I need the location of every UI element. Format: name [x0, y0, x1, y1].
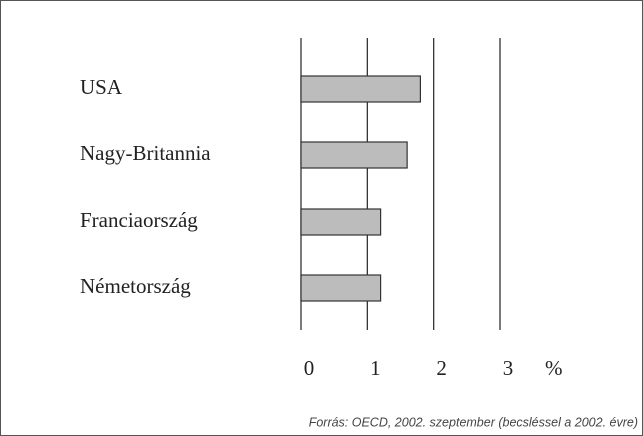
category-label: Németország — [80, 274, 191, 298]
x-tick-label: 3 — [503, 356, 514, 380]
bar — [300, 75, 422, 103]
category-label: Franciaország — [80, 208, 198, 232]
bar — [300, 274, 382, 302]
bar — [300, 208, 382, 236]
source-note: Forrás: OECD, 2002. szeptember (becsléss… — [309, 415, 638, 429]
x-tick-label: 1 — [370, 356, 381, 380]
x-axis-label: % — [545, 356, 563, 380]
x-tick-label: 0 — [304, 356, 315, 380]
bar — [300, 141, 408, 169]
x-tick-label: 2 — [436, 356, 447, 380]
category-label: USA — [80, 75, 123, 99]
category-label: Nagy-Britannia — [80, 141, 211, 165]
